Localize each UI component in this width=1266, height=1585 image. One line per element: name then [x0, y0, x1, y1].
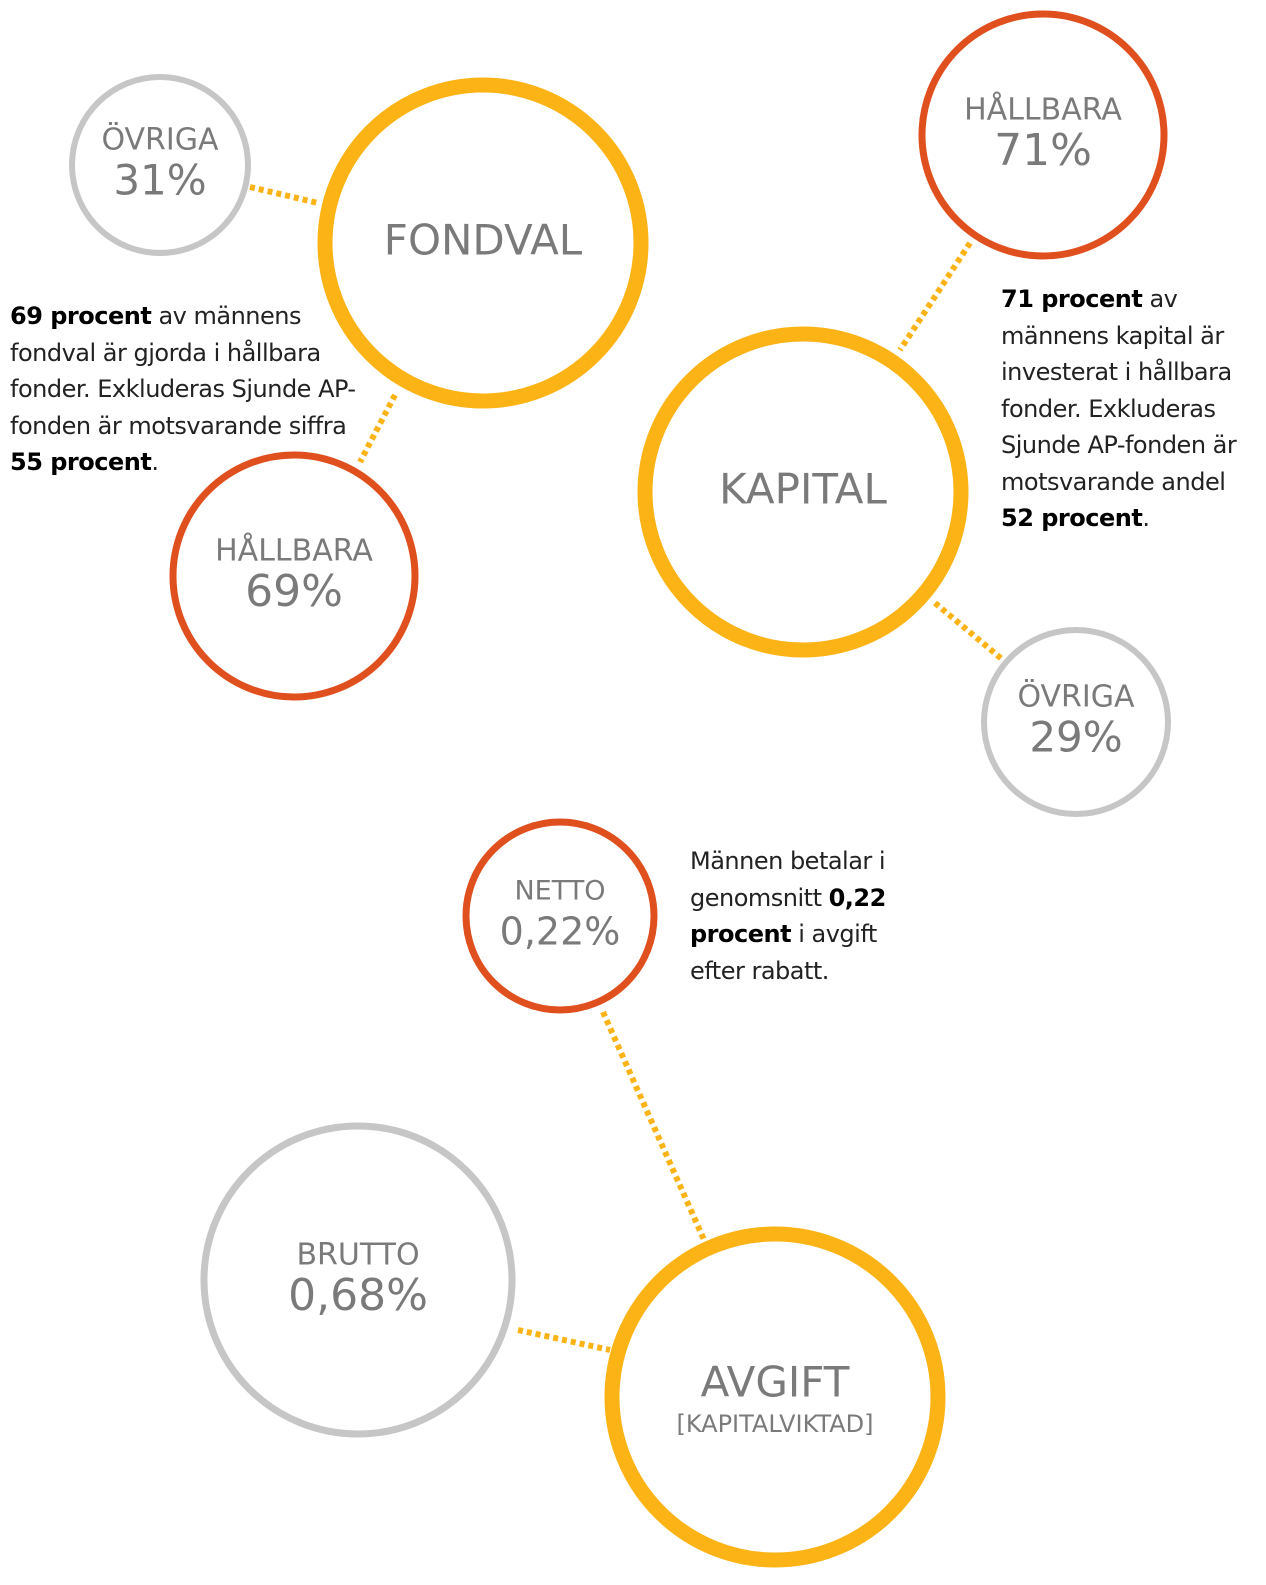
node-circle — [317, 77, 649, 409]
node-circle — [918, 10, 1168, 260]
connector — [357, 393, 398, 464]
node-title: FONDVAL — [384, 216, 583, 265]
connector — [249, 184, 319, 206]
node-circle — [169, 451, 419, 701]
paragraph: 71 procent av männens kapital är investe… — [1001, 281, 1261, 537]
text: . — [151, 448, 159, 476]
node-label: ÖVRIGA — [1017, 679, 1135, 715]
node-circle — [604, 1226, 946, 1568]
node-circle — [69, 74, 251, 256]
node-value: 29% — [1029, 713, 1122, 762]
node-circle — [462, 818, 658, 1014]
connector — [933, 600, 1005, 663]
node-circle — [637, 326, 969, 658]
node-circle — [981, 627, 1171, 817]
node-value: 0,68% — [288, 1270, 428, 1321]
text: av männens fondval är gjorda i hållbara … — [10, 302, 356, 440]
node-title: KAPITAL — [719, 465, 887, 514]
bold-text: 55 procent — [10, 448, 152, 476]
bold-text: 0,22 procent — [690, 883, 886, 949]
node-label: HÅLLBARA — [964, 92, 1122, 128]
node-label: BRUTTO — [296, 1238, 419, 1273]
paragraph: 69 procent av männens fondval är gjorda … — [10, 298, 360, 481]
node-label: ÖVRIGA — [101, 122, 219, 158]
node-value: 69% — [245, 566, 343, 617]
node-value: 71% — [994, 125, 1092, 176]
node-label: HÅLLBARA — [215, 533, 373, 569]
text: i avgift efter rabatt. — [690, 920, 877, 985]
node-value: 31% — [113, 156, 206, 205]
connector — [600, 1010, 708, 1244]
node-value: 0,22% — [500, 910, 621, 954]
text: Männen betalar i genomsnitt — [690, 847, 886, 912]
node-circle — [200, 1122, 516, 1438]
bold-text: 71 procent — [1001, 285, 1143, 313]
text: av männens kapital är investerat i hållb… — [1001, 285, 1237, 496]
text: . — [1142, 504, 1150, 532]
bold-text: 52 procent — [1001, 504, 1143, 532]
node-title: AVGIFT — [701, 1358, 850, 1407]
paragraph: Männen betalar i genomsnitt 0,22 procent… — [690, 843, 935, 989]
node-label: NETTO — [514, 876, 605, 907]
connector — [897, 241, 973, 352]
node-sublabel: [KAPITALVIKTAD] — [676, 1410, 873, 1438]
connector — [517, 1327, 611, 1353]
bold-text: 69 procent — [10, 302, 152, 330]
